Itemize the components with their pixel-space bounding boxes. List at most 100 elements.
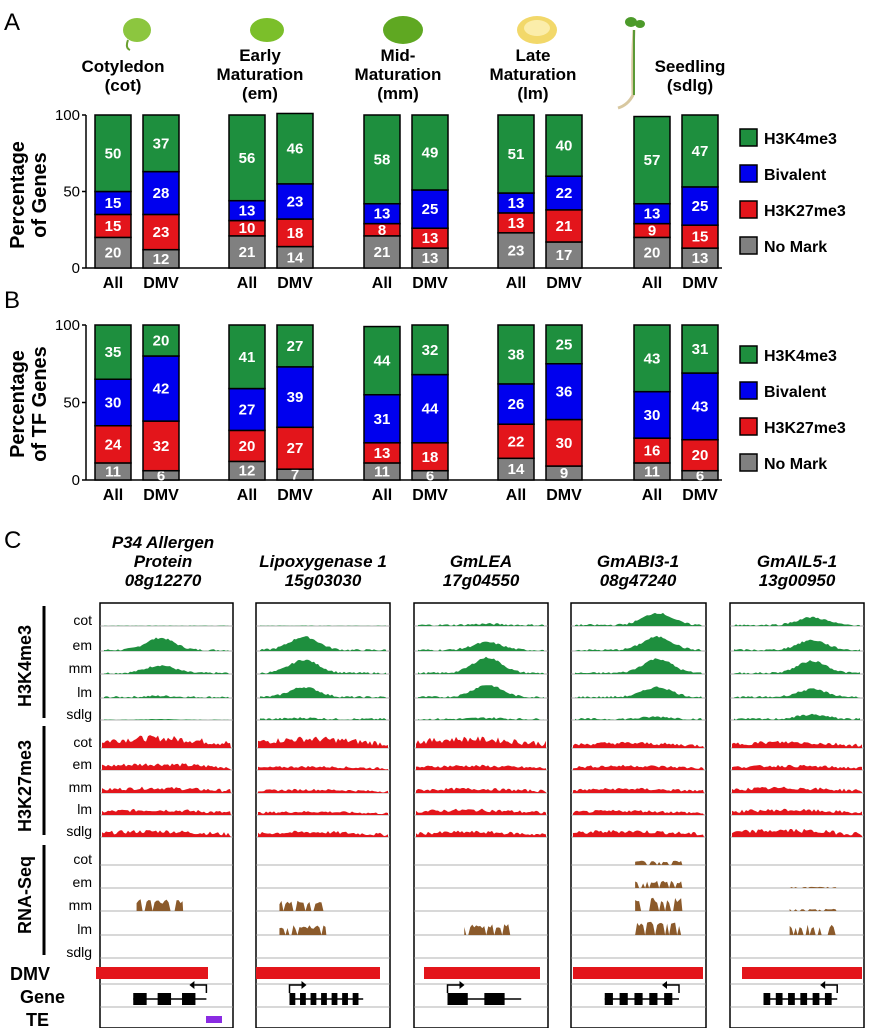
gene-title-line: Protein: [134, 552, 193, 571]
h3k27me3-signal: [573, 764, 704, 770]
x-category-label: DMV: [277, 275, 313, 292]
bar-value-label: 17: [556, 247, 573, 264]
h3k4me3-signal: [575, 612, 702, 626]
track-stage-label: lm: [77, 921, 92, 937]
h3k27me3-signal: [732, 764, 862, 770]
bar-value-label: 8: [378, 222, 386, 239]
bar-value-label: 12: [153, 251, 170, 268]
bar-segment: [276, 112, 314, 185]
track-stage-label: em: [73, 874, 92, 890]
legend-label: H3K27me3: [764, 420, 846, 437]
gene-title-line: GmLEA: [450, 552, 512, 571]
bar-value-label: 13: [422, 250, 439, 267]
h3k4me3-signal: [104, 695, 229, 698]
h3k4me3-signal: [418, 656, 544, 674]
h3k4me3-signal: [418, 622, 544, 626]
stage-title-line: Maturation: [490, 65, 577, 84]
bar-segment: [228, 387, 266, 432]
x-category-label: DMV: [143, 487, 179, 504]
bar-segment: [142, 170, 180, 216]
h3k27me3-signal: [416, 736, 546, 748]
group-label-rna-seq: RNA-Seq: [15, 856, 35, 934]
bar-segment: [142, 213, 180, 251]
bar-value-label: 27: [239, 401, 256, 418]
x-category-label: DMV: [143, 275, 179, 292]
legend-swatch: [739, 236, 758, 255]
bar-value-label: 47: [692, 143, 709, 160]
bar-segment: [545, 418, 583, 467]
tss-arrow: [667, 984, 680, 993]
bar-value-label: 18: [422, 449, 439, 466]
h3k27me3-signal: [573, 787, 704, 793]
bar-value-label: 20: [644, 245, 661, 262]
dmv-bar: [742, 967, 862, 979]
x-category-label: All: [372, 275, 392, 292]
legend-label: Bivalent: [764, 167, 827, 184]
te-element: [206, 1016, 222, 1023]
bar-value-label: 42: [153, 381, 170, 398]
bar-value-label: 32: [153, 438, 170, 455]
bar-value-label: 13: [239, 203, 256, 220]
bar-segment: [276, 366, 314, 429]
h3k4me3-signal: [260, 659, 386, 674]
bar-value-label: 23: [153, 224, 170, 241]
seedling-icon-sdlg: [617, 17, 645, 110]
legend-label: H3K4me3: [764, 131, 837, 148]
gene-track-box: [413, 602, 549, 1028]
bar-value-label: 44: [374, 353, 391, 370]
bar-segment: [633, 115, 671, 205]
bar-value-label: 7: [291, 467, 299, 484]
stage-title-sdlg: Seedling (sdlg): [655, 57, 726, 95]
legend-label: H3K27me3: [764, 203, 846, 220]
h3k4me3-signal: [734, 616, 860, 626]
gene-title-line: 17g04550: [443, 571, 520, 590]
panel-a-letter: A: [4, 9, 20, 36]
h3k27me3-signal: [416, 808, 546, 815]
gene-exon: [634, 993, 643, 1005]
bar-value-label: 31: [374, 411, 391, 428]
bar-value-label: 22: [508, 433, 525, 450]
gene-track-box: [570, 602, 707, 1028]
gene-title-line: 08g12270: [125, 571, 202, 590]
bar-value-label: 23: [287, 193, 304, 210]
h3k27me3-signal: [102, 763, 231, 770]
bar-value-label: 27: [287, 440, 304, 457]
gene-title-line: GmABI3-1: [597, 552, 679, 571]
gene-title-line: 13g00950: [759, 571, 836, 590]
bar-value-label: 21: [239, 244, 256, 261]
gene-exon: [763, 993, 771, 1005]
track-stage-label: sdlg: [66, 706, 92, 722]
y-tick-label: 50: [63, 395, 80, 412]
x-category-label: All: [103, 487, 123, 504]
stage-title-line: Maturation: [217, 65, 304, 84]
track-stage-label: mm: [69, 897, 92, 913]
bar-segment: [545, 363, 583, 421]
h3k27me3-signal: [102, 735, 231, 748]
gene-exon: [619, 993, 628, 1005]
tss-arrowhead: [459, 981, 465, 989]
stage-title-line: (cot): [105, 76, 142, 95]
h3k27me3-signal: [732, 740, 862, 748]
gene-exon: [157, 993, 172, 1005]
gene-track-box: [729, 602, 865, 1028]
bar-value-label: 20: [105, 245, 122, 262]
tss-arrow: [825, 984, 838, 993]
gene-exon: [289, 993, 296, 1005]
gene-title-line: 08g47240: [600, 571, 677, 590]
gene-exon: [788, 993, 795, 1005]
bar-value-label: 16: [644, 443, 661, 460]
stage-title-line: Cotyledon: [81, 57, 164, 76]
bar-value-label: 43: [692, 398, 709, 415]
x-category-label: DMV: [412, 275, 448, 292]
bar-segment: [681, 114, 719, 188]
bar-value-label: 13: [374, 445, 391, 462]
rna-seq-signal: [635, 880, 683, 888]
bar-value-label: 9: [648, 223, 656, 240]
x-category-label: All: [103, 275, 123, 292]
gene-title-line: Lipoxygenase 1: [259, 552, 387, 571]
bar-value-label: 44: [422, 401, 439, 418]
bar-segment: [228, 114, 266, 202]
